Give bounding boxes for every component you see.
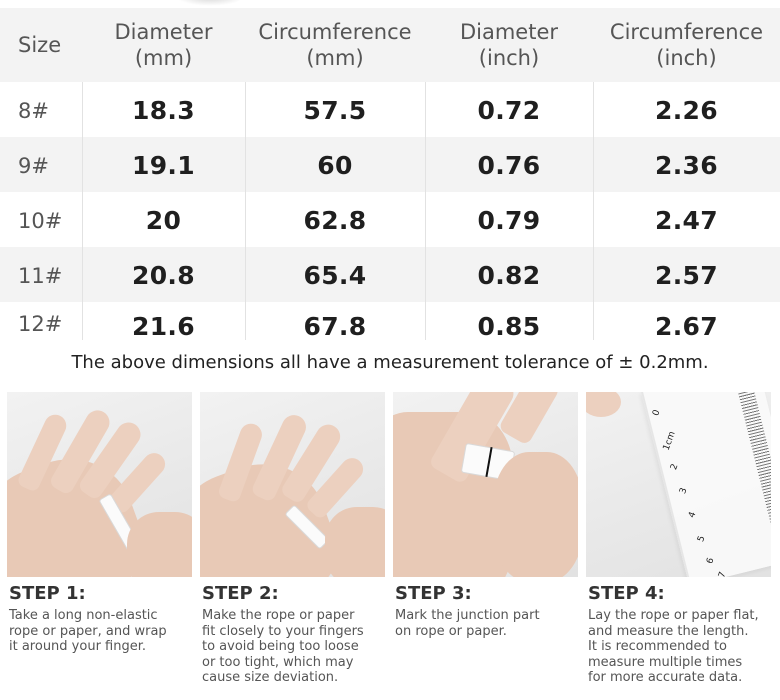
step-title: STEP 1: xyxy=(9,583,86,604)
step-line: to avoid being too loose xyxy=(202,639,359,654)
column-divider xyxy=(593,82,594,340)
step-line: for more accurate data. xyxy=(588,670,743,685)
header-circumference-mm: Circumference (mm) xyxy=(245,8,425,82)
diameter-mm-cell: 20 xyxy=(145,206,182,235)
table-row: 11# 20.8 65.4 0.82 2.57 xyxy=(0,247,780,302)
step-line: it around your finger. xyxy=(9,639,147,654)
step-line: rope or paper, and wrap xyxy=(9,623,167,639)
diameter-mm-cell: 19.1 xyxy=(132,151,195,180)
step-line: measure multiple times xyxy=(588,654,743,670)
header-label-line1: Diameter xyxy=(459,20,559,44)
hand-shape xyxy=(493,452,578,577)
header-label-line2: (inch) xyxy=(478,46,540,70)
diameter-inch-cell: 0.76 xyxy=(477,151,541,180)
table-row: 9# 19.1 60 0.76 2.36 xyxy=(0,137,780,192)
size-cell: 12# xyxy=(18,312,63,336)
header-label-line1: Circumference xyxy=(609,20,764,44)
diameter-mm-cell: 20.8 xyxy=(132,261,195,290)
step-description: Take a long non-elastic rope or paper, a… xyxy=(7,608,192,655)
circumference-inch-cell: 2.26 xyxy=(655,96,718,125)
table-row: 12# 21.6 67.8 0.85 2.67 xyxy=(0,302,780,347)
header-diameter-inch: Diameter (inch) xyxy=(425,8,593,82)
step-line: on rope or paper. xyxy=(395,623,507,639)
diameter-inch-cell: 0.82 xyxy=(477,261,541,290)
measurement-steps: STEP 1: Take a long non-elastic rope or … xyxy=(0,392,780,700)
step-line: cause size deviation. xyxy=(202,670,339,685)
step-description: Lay the rope or paper flat, and measure … xyxy=(586,608,771,686)
diameter-mm-cell: 21.6 xyxy=(132,312,195,341)
step-line: Take a long non-elastic xyxy=(9,608,158,623)
step-title: STEP 4: xyxy=(588,583,665,604)
fingertip-shape xyxy=(586,392,621,417)
diameter-inch-cell: 0.79 xyxy=(477,206,541,235)
diameter-mm-cell: 18.3 xyxy=(132,96,195,125)
step-line: Mark the junction part xyxy=(395,608,540,623)
header-diameter-mm: Diameter (mm) xyxy=(82,8,245,82)
step-line: It is recommended to xyxy=(588,639,727,654)
table-header-row: Size Diameter (mm) Circumference (mm) Di… xyxy=(0,8,780,82)
step-line: fit closely to your fingers xyxy=(202,623,364,639)
circumference-mm-cell: 65.4 xyxy=(303,261,367,290)
step-description: Mark the junction part on rope or paper. xyxy=(393,608,578,639)
circumference-inch-cell: 2.47 xyxy=(655,206,718,235)
circumference-mm-cell: 67.8 xyxy=(303,312,367,341)
header-label-line2: (mm) xyxy=(306,46,364,70)
ruler-measuring-photo: 0 1cm 2 3 4 5 6 7 xyxy=(586,392,771,577)
ruler xyxy=(641,392,771,577)
circumference-inch-cell: 2.57 xyxy=(655,261,718,290)
step-4: 0 1cm 2 3 4 5 6 7 STEP 4: Lay the rope o… xyxy=(586,392,771,686)
column-divider xyxy=(82,82,83,340)
hand-shape xyxy=(127,512,192,577)
size-cell: 9# xyxy=(18,153,49,178)
size-cell: 11# xyxy=(18,263,63,288)
size-cell: 8# xyxy=(18,98,49,123)
circumference-mm-cell: 60 xyxy=(317,151,353,180)
step-description: Make the rope or paper fit closely to yo… xyxy=(200,608,385,686)
step-line: and measure the length. xyxy=(588,623,749,639)
hand-wrapping-paper-strip-photo xyxy=(7,392,192,577)
step-1: STEP 1: Take a long non-elastic rope or … xyxy=(7,392,192,655)
header-label-line2: (inch) xyxy=(656,46,717,70)
ring-size-table: Size Diameter (mm) Circumference (mm) Di… xyxy=(0,8,780,347)
step-2: STEP 2: Make the rope or paper fit close… xyxy=(200,392,385,686)
step-line: Lay the rope or paper flat, xyxy=(588,608,759,623)
header-circumference-inch: Circumference (inch) xyxy=(593,8,780,82)
step-line: Make the rope or paper xyxy=(202,608,355,623)
table-row: 10# 20 62.8 0.79 2.47 xyxy=(0,192,780,247)
header-size-label: Size xyxy=(18,33,62,57)
header-size: Size xyxy=(0,8,82,82)
hand-shape xyxy=(325,507,385,577)
decorative-shadow xyxy=(175,0,245,6)
circumference-inch-cell: 2.67 xyxy=(655,312,718,341)
step-line: or too tight, which may xyxy=(202,654,354,670)
hand-marking-paper-strip-photo xyxy=(393,392,578,577)
step-title: STEP 2: xyxy=(202,583,279,604)
column-divider xyxy=(245,82,246,340)
header-label-line2: (mm) xyxy=(134,46,193,70)
diameter-inch-cell: 0.72 xyxy=(477,96,541,125)
circumference-inch-cell: 2.36 xyxy=(655,151,718,180)
circumference-mm-cell: 62.8 xyxy=(303,206,367,235)
diameter-inch-cell: 0.85 xyxy=(477,312,541,341)
tolerance-note: The above dimensions all have a measurem… xyxy=(71,352,709,373)
size-cell: 10# xyxy=(18,208,63,233)
step-3: STEP 3: Mark the junction part on rope o… xyxy=(393,392,578,639)
table-row: 8# 18.3 57.5 0.72 2.26 xyxy=(0,82,780,137)
column-divider xyxy=(425,82,426,340)
step-title: STEP 3: xyxy=(395,583,472,604)
header-label-line1: Diameter xyxy=(114,20,213,44)
hand-tightening-paper-strip-photo xyxy=(200,392,385,577)
ruler-ticks xyxy=(734,392,771,559)
circumference-mm-cell: 57.5 xyxy=(303,96,367,125)
header-label-line1: Circumference xyxy=(258,20,412,44)
